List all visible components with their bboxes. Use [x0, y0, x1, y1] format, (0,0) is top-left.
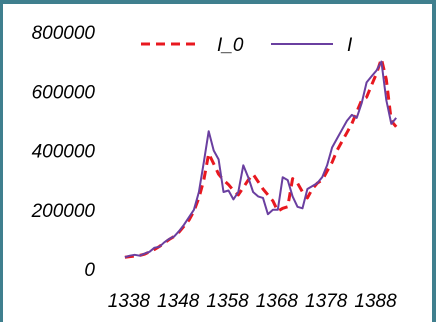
x-tick-label: 1368: [256, 291, 299, 312]
y-tick-label: 200000: [31, 201, 96, 222]
legend-label: I: [347, 35, 353, 56]
y-tick-label: 600000: [32, 82, 96, 103]
series-line-i-0: [124, 57, 398, 259]
y-tick-label: 800000: [32, 23, 96, 44]
series-group: [124, 57, 398, 259]
x-tick-label: 1378: [305, 291, 348, 312]
x-tick-label: 1388: [354, 291, 397, 312]
x-axis-tick-labels: 1338 1348 1358 1368 1378 1388: [108, 291, 397, 312]
x-tick-label: 1358: [206, 291, 249, 312]
y-tick-label: 0: [84, 260, 95, 281]
legend: I_0 I: [141, 35, 353, 56]
series-line-i: [124, 60, 397, 259]
legend-label: I_0: [217, 35, 244, 56]
y-tick-label: 400000: [32, 142, 96, 163]
x-tick-label: 1348: [157, 291, 200, 312]
y-axis-tick-labels: 0 200000 400000 600000 800000: [31, 23, 96, 281]
x-tick-label: 1338: [108, 291, 151, 312]
